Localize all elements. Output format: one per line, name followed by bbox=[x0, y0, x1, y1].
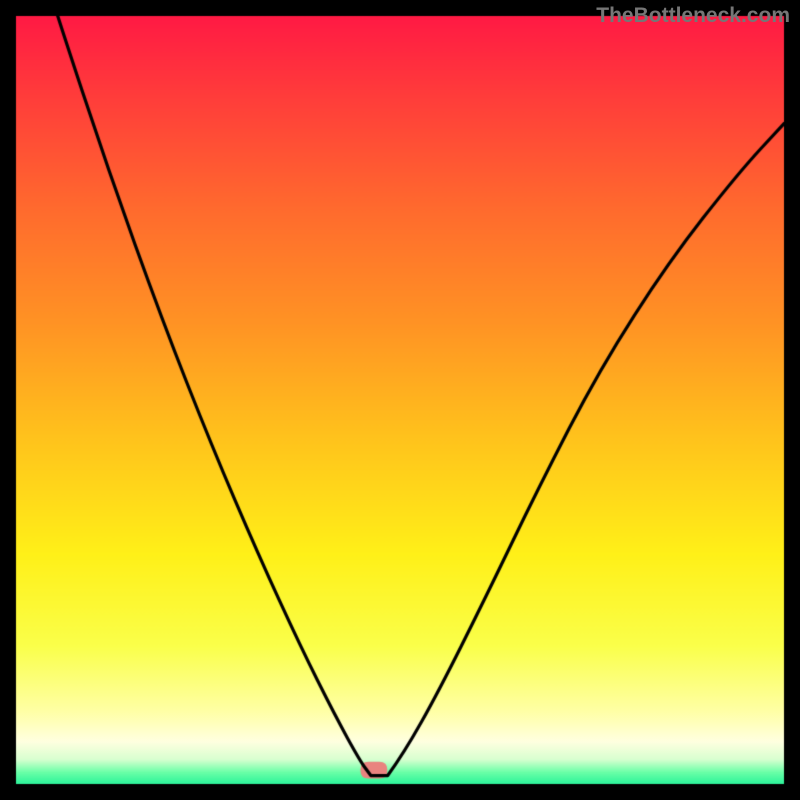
bottleneck-chart bbox=[0, 0, 800, 800]
watermark-text: TheBottleneck.com bbox=[596, 4, 790, 28]
